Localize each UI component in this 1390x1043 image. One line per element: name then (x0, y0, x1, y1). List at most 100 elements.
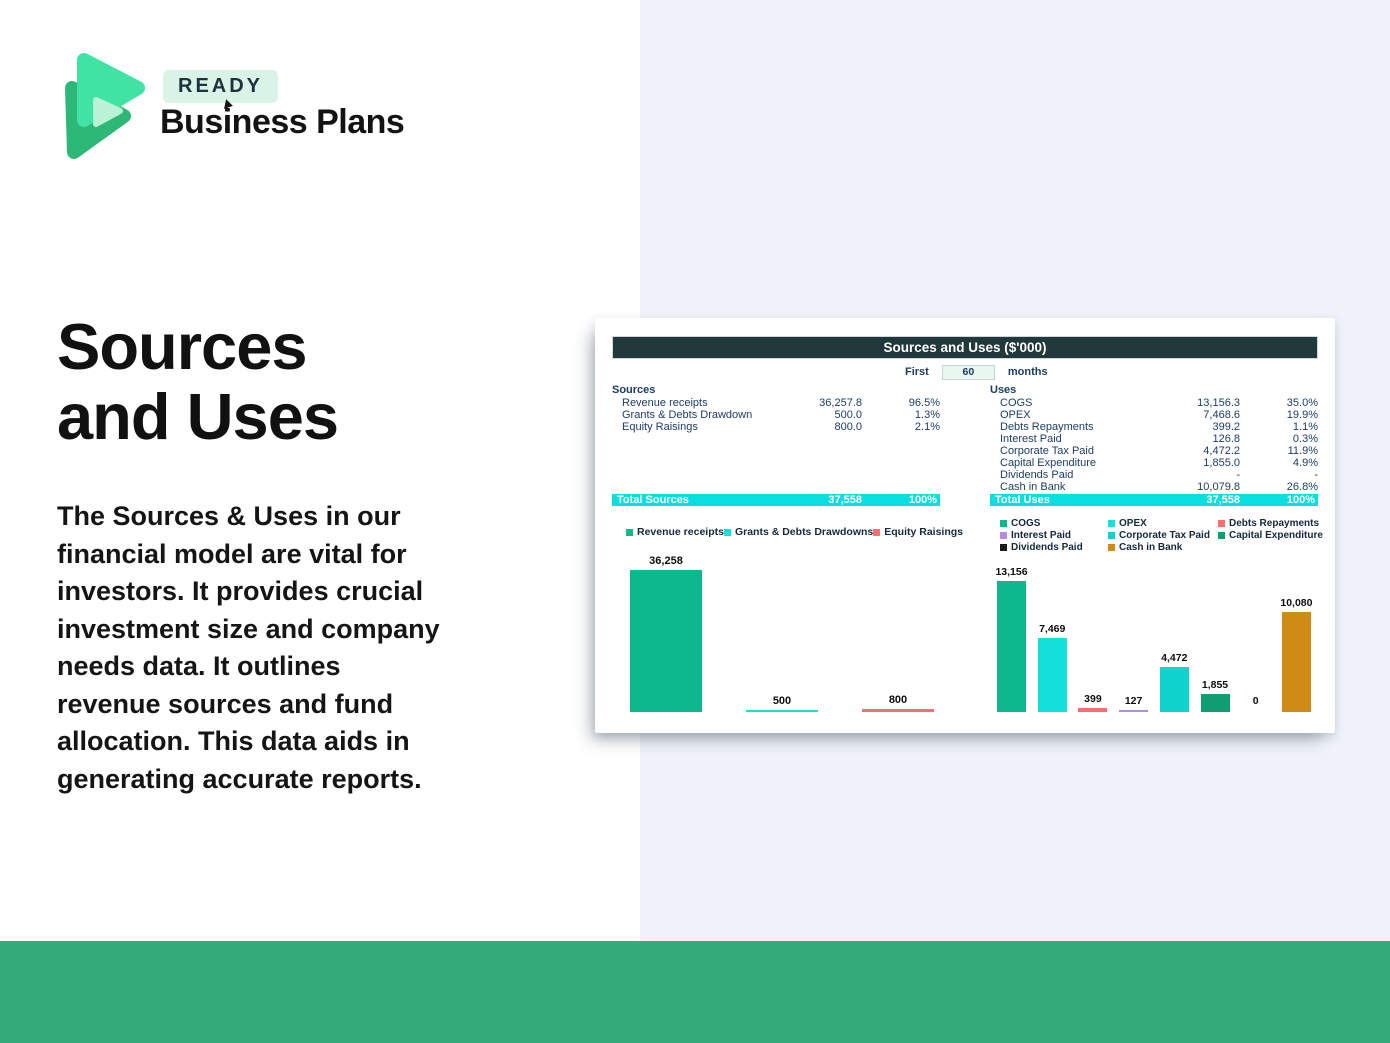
cell-value: 126.8 (1212, 433, 1240, 445)
cell-value: 10,079.8 (1197, 481, 1240, 493)
table-row: Grants & Debts Drawdowns 500.0 1.3% (612, 409, 940, 421)
uses-table-header: Uses (990, 384, 1017, 396)
total-sources-pct: 100% (908, 494, 937, 506)
bar (997, 581, 1026, 712)
total-sources-value: 37,558 (828, 494, 862, 506)
legend-item: Corporate Tax Paid (1108, 530, 1218, 541)
period-input[interactable]: 60 (941, 364, 995, 380)
cell-value: 36,257.8 (819, 397, 862, 409)
cell-label: Corporate Tax Paid (1000, 445, 1094, 457)
total-sources-label: Total Sources (617, 494, 689, 506)
legend-swatch-icon (1000, 532, 1007, 539)
bar (1078, 708, 1108, 712)
period-row: First 60 months (905, 364, 1048, 380)
legend-swatch-icon (1108, 544, 1115, 551)
bar-value-label: 399 (1084, 693, 1102, 705)
cell-label: Debts Repayments (1000, 421, 1094, 433)
bar-value-label: 500 (772, 695, 792, 707)
cell-label: OPEX (1000, 409, 1031, 421)
bar-value-label: 36,258 (649, 555, 683, 567)
bar-value-label: 13,156 (995, 566, 1028, 578)
bar-slot: 1,855 (1200, 679, 1230, 712)
bar-value-label: 800 (888, 694, 908, 706)
uses-chart: COGS OPEX Debts Repayments Interest Paid Cor… (990, 514, 1323, 714)
cell-label: Revenue receipts (622, 397, 708, 409)
page-title: Sources and Uses (57, 310, 339, 453)
cell-label: COGS (1000, 397, 1033, 409)
cell-pct: 96.5% (908, 397, 940, 409)
legend-swatch-icon (626, 528, 633, 536)
legend-swatch-icon (1000, 520, 1007, 527)
bar-slot: 10,080 (1280, 597, 1312, 712)
legend-swatch-icon (1218, 532, 1225, 539)
play-logo-icon (65, 53, 145, 159)
cell-pct: 35.0% (1286, 397, 1318, 409)
cell-value: 399.2 (1212, 421, 1240, 433)
sources-table: Sources Revenue receipts 36,257.8 96.5% Gra… (612, 384, 940, 433)
cell-label: Grants & Debts Drawdowns (622, 409, 752, 421)
cell-pct: 0.3% (1292, 433, 1318, 445)
cell-pct: 1.3% (914, 409, 940, 421)
cell-value: 13,156.3 (1197, 397, 1240, 409)
bar (630, 570, 702, 712)
table-row: Dividends Paid - - (990, 469, 1318, 481)
total-uses-value: 37,558 (1206, 494, 1240, 506)
table-row: Cash in Bank 10,079.8 26.8% (990, 481, 1318, 493)
cell-value: 1,855.0 (1203, 457, 1240, 469)
legend-swatch-icon (1108, 520, 1115, 527)
legend-item: Debts Repayments (1218, 518, 1323, 529)
bar (862, 709, 934, 712)
legend-label: Dividends Paid (1011, 542, 1083, 553)
sources-chart: Revenue receipts Grants & Debts Drawdowns… (612, 518, 963, 714)
bar (1159, 667, 1189, 712)
table-row: Revenue receipts 36,257.8 96.5% (612, 397, 940, 409)
legend-swatch-icon (1218, 520, 1225, 527)
total-sources-row: Total Sources 37,558 100% (612, 494, 940, 506)
bar-slot: 500 (746, 695, 818, 712)
bar-slot: 13,156 (995, 566, 1028, 712)
cell-pct: 19.9% (1286, 409, 1318, 421)
sources-table-rows: Revenue receipts 36,257.8 96.5% Grants & De… (612, 397, 940, 433)
uses-chart-legend: COGS OPEX Debts Repayments Interest Paid Cor… (990, 514, 1323, 553)
bar-slot: 800 (862, 694, 934, 712)
cell-pct: 4.9% (1292, 457, 1318, 469)
cell-value: - (1236, 469, 1240, 481)
cell-pct: 11.9% (1287, 445, 1318, 457)
bar-value-label: 1,855 (1201, 679, 1229, 691)
cell-value: 500.0 (834, 409, 862, 421)
bar-slot: 36,258 (630, 555, 702, 712)
legend-item: Cash in Bank (1108, 542, 1218, 553)
footer-bar (0, 941, 1390, 1043)
cell-label: Cash in Bank (1000, 481, 1066, 493)
bar (1037, 638, 1067, 712)
cell-label: Equity Raisings (622, 421, 698, 433)
cell-value: 800.0 (834, 421, 862, 433)
ready-badge: READY (163, 70, 279, 103)
bar-slot: 0 (1241, 695, 1270, 712)
cell-label: Interest Paid (1000, 433, 1062, 445)
table-row: Capital Expenditure 1,855.0 4.9% (990, 457, 1318, 469)
legend-label: Capital Expenditure (1229, 530, 1323, 541)
sources-table-header: Sources (612, 384, 656, 396)
cell-pct: 1.1% (1292, 421, 1318, 433)
total-uses-label: Total Uses (995, 494, 1050, 506)
legend-swatch-icon (1000, 544, 1007, 551)
legend-swatch-icon (1108, 532, 1115, 539)
cell-pct: 2.1% (914, 421, 940, 433)
cell-value: 7,468.6 (1203, 409, 1240, 421)
legend-item: COGS (1000, 518, 1108, 529)
legend-label: Grants & Debts Drawdowns (734, 526, 874, 538)
table-row: Corporate Tax Paid 4,472.2 11.9% (990, 445, 1318, 457)
page-description: The Sources & Uses in our financial mode… (57, 501, 440, 794)
bar-value-label: 7,469 (1039, 623, 1066, 635)
legend-swatch-icon (723, 528, 731, 536)
legend-label: Corporate Tax Paid (1119, 530, 1210, 541)
cell-label: Capital Expenditure (1000, 457, 1097, 469)
legend-item: Capital Expenditure (1218, 530, 1323, 541)
legend-label: Cash in Bank (1119, 542, 1183, 553)
bar-slot: 7,469 (1037, 623, 1067, 712)
uses-table: Uses COGS 13,156.3 35.0% OPEX 7,468.6 19.9% De… (990, 384, 1318, 493)
table-row: Debts Repayments 399.2 1.1% (990, 421, 1318, 433)
bar-value-label: 4,472 (1161, 652, 1188, 664)
uses-chart-plot: 13,156 7,469 399 127 4,472 1,855 0 10,080 (990, 554, 1318, 712)
